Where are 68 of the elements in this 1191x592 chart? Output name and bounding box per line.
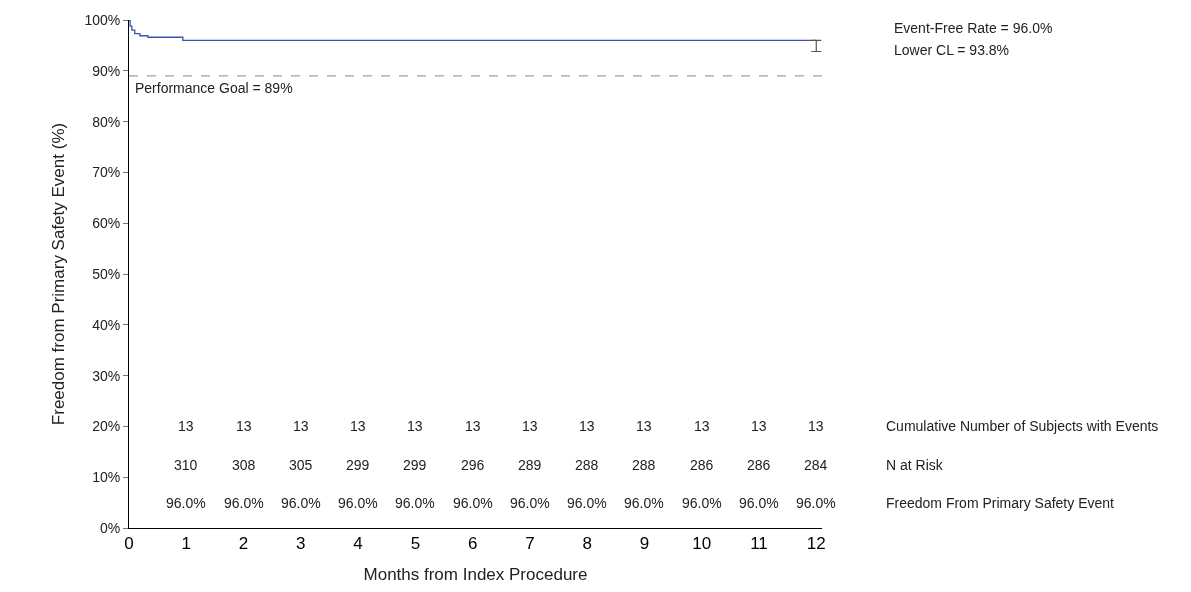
x-tick-label: 3 bbox=[296, 534, 306, 554]
x-tick-label: 8 bbox=[582, 534, 592, 554]
annotation: 13 bbox=[236, 418, 252, 434]
annotation: 96.0% bbox=[510, 495, 550, 511]
annotation: 96.0% bbox=[682, 495, 722, 511]
x-tick-label: 2 bbox=[238, 534, 249, 554]
x-tick-label: 11 bbox=[750, 534, 768, 554]
text: Lower CL = 93.8% bbox=[894, 42, 1010, 58]
annotation: 299 bbox=[346, 457, 370, 473]
y-tick-label: 80% bbox=[92, 113, 121, 130]
annotation: 13 bbox=[350, 418, 366, 434]
annotation: 288 bbox=[632, 457, 656, 473]
annotation: 96.0% bbox=[224, 495, 264, 511]
x-tick-label: 12 bbox=[806, 534, 826, 554]
annotation: 96.0% bbox=[395, 495, 435, 511]
annotation: 96.0% bbox=[453, 495, 493, 511]
text: Cumulative Number of Subjects with Events bbox=[886, 418, 1159, 434]
annotation: 13 bbox=[808, 418, 824, 434]
annotation: 308 bbox=[232, 457, 256, 473]
annotation: 13 bbox=[636, 418, 652, 434]
annotation: 96.0% bbox=[338, 495, 378, 511]
x-tick-label: 6 bbox=[467, 534, 478, 554]
y-tick-label: 100% bbox=[84, 11, 121, 28]
y-tick-label: 70% bbox=[92, 164, 121, 181]
annotation: 286 bbox=[747, 457, 771, 473]
annotation: 296 bbox=[461, 457, 485, 473]
annotation: 289 bbox=[518, 457, 542, 473]
text: Freedom From Primary Safety Event bbox=[886, 495, 1115, 511]
x-tick-label: 7 bbox=[525, 534, 535, 554]
annotation: 299 bbox=[403, 457, 427, 473]
annotation: 13 bbox=[694, 418, 710, 434]
ref-line-label: Performance Goal = 89% bbox=[135, 80, 293, 96]
x-tick-label: 9 bbox=[639, 534, 650, 554]
y-tick-label: 10% bbox=[92, 469, 121, 486]
y-tick-label: 30% bbox=[92, 367, 121, 384]
annotation: 310 bbox=[174, 457, 198, 473]
text: N at Risk bbox=[886, 457, 944, 473]
annotation: 96.0% bbox=[567, 495, 607, 511]
x-tick-label: 1 bbox=[181, 534, 191, 554]
annotation: 13 bbox=[522, 418, 538, 434]
text: Event-Free Rate = 96.0% bbox=[894, 20, 1053, 36]
annotation: 13 bbox=[465, 418, 481, 434]
x-axis-title: Months from Index Procedure bbox=[363, 564, 588, 584]
annotation: 96.0% bbox=[624, 495, 664, 511]
annotation: 13 bbox=[178, 418, 194, 434]
y-tick-label: 90% bbox=[92, 62, 121, 79]
annotation: 96.0% bbox=[796, 495, 836, 511]
x-tick-label: 0 bbox=[124, 534, 134, 554]
annotation: 284 bbox=[804, 457, 828, 473]
annotation: 13 bbox=[407, 418, 423, 434]
annotation: 288 bbox=[575, 457, 599, 473]
annotation: 286 bbox=[690, 457, 714, 473]
y-tick-label: 0% bbox=[99, 519, 121, 536]
y-axis-title: Freedom from Primary Safety Event (%) bbox=[48, 122, 68, 426]
y-tick-label: 40% bbox=[92, 316, 121, 333]
annotation: 13 bbox=[579, 418, 595, 434]
x-tick-label: 5 bbox=[410, 534, 421, 554]
y-tick-label: 50% bbox=[92, 265, 121, 282]
annotation: 96.0% bbox=[739, 495, 779, 511]
annotation: 96.0% bbox=[281, 495, 321, 511]
y-tick-label: 60% bbox=[92, 215, 121, 232]
x-tick-label: 4 bbox=[353, 534, 363, 554]
annotation: 13 bbox=[293, 418, 309, 434]
annotation: 305 bbox=[289, 457, 313, 473]
annotation: 96.0% bbox=[166, 495, 206, 511]
y-tick-label: 20% bbox=[92, 418, 121, 435]
x-tick-label: 10 bbox=[692, 534, 712, 554]
annotation: 13 bbox=[751, 418, 767, 434]
